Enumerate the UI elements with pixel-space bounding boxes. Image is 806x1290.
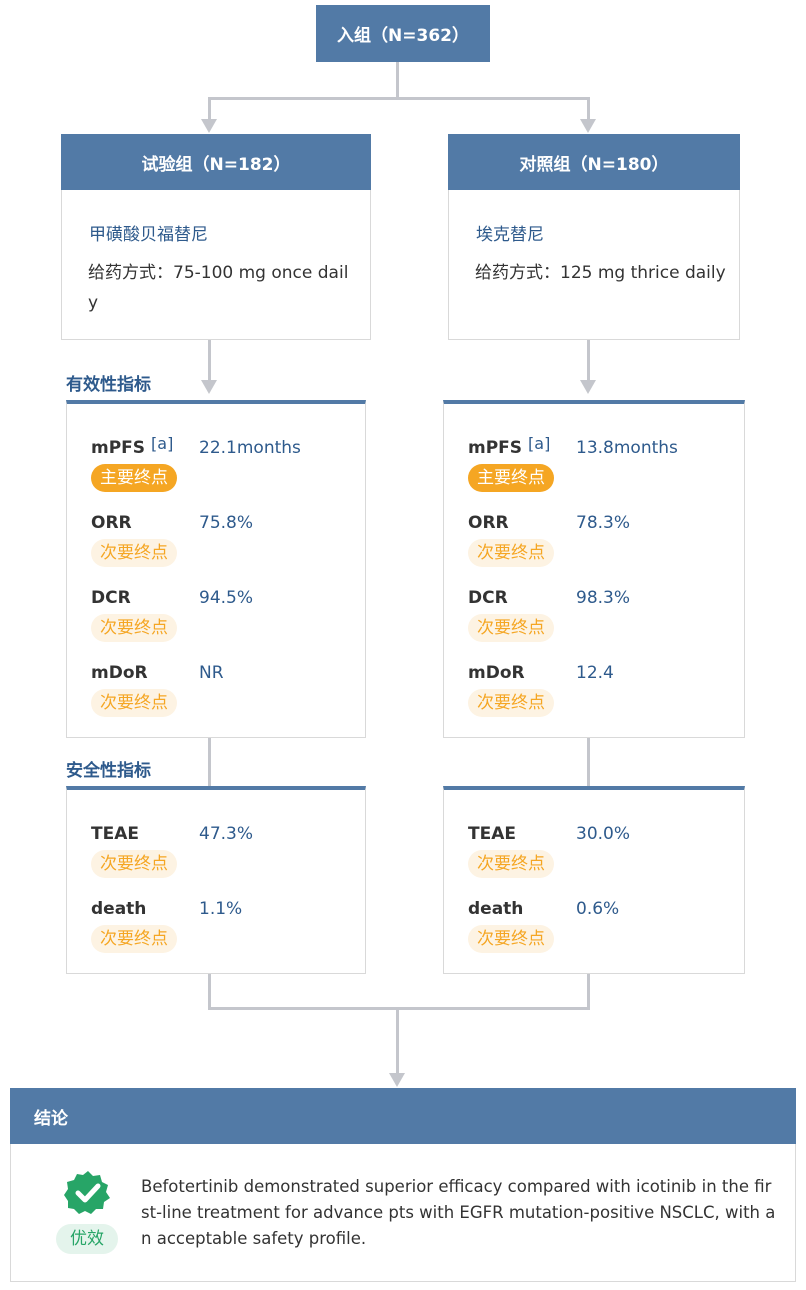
metric-value: 1.1%: [199, 899, 243, 919]
secondary-endpoint-badge: 次要终点: [468, 614, 554, 642]
metric-value: 13.8months: [576, 438, 678, 458]
metric-name: death: [91, 899, 147, 919]
verdict-badge: 优效: [56, 1224, 118, 1254]
metric-name: DCR: [468, 588, 508, 608]
connector: [396, 62, 399, 98]
footnote-marker: [a]: [151, 434, 174, 453]
secondary-endpoint-badge: 次要终点: [468, 539, 554, 567]
secondary-endpoint-badge: 次要终点: [91, 689, 177, 717]
metric-row: mDoR NR 次要终点: [91, 663, 371, 723]
safety-card-experimental: TEAE 47.3% 次要终点 death 1.1% 次要终点: [66, 786, 366, 974]
enrollment-label: 入组（N=362）: [337, 26, 469, 46]
metric-row: DCR 94.5% 次要终点: [91, 588, 371, 648]
enrollment-box: 入组（N=362）: [316, 5, 490, 62]
arrow-down-icon: [201, 119, 217, 133]
metric-name: death: [468, 899, 524, 919]
efficacy-card-control: mPFS [a] 13.8months 主要终点 ORR 78.3% 次要终点 D…: [443, 400, 745, 738]
metric-row: TEAE 47.3% 次要终点: [91, 824, 371, 884]
connector: [396, 1007, 399, 1073]
secondary-endpoint-badge: 次要终点: [468, 689, 554, 717]
metric-name: mDoR: [91, 663, 148, 683]
arm-title: 对照组（N=180）: [519, 155, 669, 175]
metric-row: death 0.6% 次要终点: [468, 899, 748, 959]
connector: [208, 1007, 590, 1010]
connector: [208, 97, 211, 119]
drug-name: 甲磺酸贝福替尼: [89, 225, 208, 245]
metric-value: 94.5%: [199, 588, 254, 608]
metric-row: mPFS [a] 13.8months 主要终点: [468, 434, 748, 498]
footnote-marker: [a]: [528, 434, 551, 453]
metric-name: TEAE: [468, 824, 516, 844]
metric-name: TEAE: [91, 824, 139, 844]
arm-details-control: 埃克替尼 给药方式：125 mg thrice daily: [448, 190, 740, 340]
metric-row: ORR 75.8% 次要终点: [91, 513, 371, 573]
drug-name: 埃克替尼: [476, 225, 544, 245]
efficacy-card-experimental: mPFS [a] 22.1months 主要终点 ORR 75.8% 次要终点 D…: [66, 400, 366, 738]
arrow-down-icon: [580, 119, 596, 133]
connector: [208, 738, 211, 786]
metric-name: mPFS [a]: [468, 434, 551, 458]
metric-name: mPFS [a]: [91, 434, 174, 458]
metric-row: mDoR 12.4 次要终点: [468, 663, 748, 723]
metric-row: ORR 78.3% 次要终点: [468, 513, 748, 573]
metric-value: 0.6%: [576, 899, 620, 919]
primary-endpoint-badge: 主要终点: [468, 464, 554, 492]
secondary-endpoint-badge: 次要终点: [91, 539, 177, 567]
connector: [587, 974, 590, 1010]
secondary-endpoint-badge: 次要终点: [91, 925, 177, 953]
metric-value: NR: [199, 663, 224, 683]
metric-value: 22.1months: [199, 438, 301, 458]
arm-header-control: 对照组（N=180）: [448, 134, 740, 191]
metric-value: 30.0%: [576, 824, 631, 844]
connector: [208, 974, 211, 1010]
arrow-down-icon: [389, 1073, 405, 1087]
safety-card-control: TEAE 30.0% 次要终点 death 0.6% 次要终点: [443, 786, 745, 974]
secondary-endpoint-badge: 次要终点: [91, 614, 177, 642]
safety-section-title: 安全性指标: [66, 761, 151, 781]
conclusion-body: 优效 Befotertinib demonstrated superior ef…: [10, 1144, 796, 1282]
arm-title: 试验组（N=182）: [141, 155, 291, 175]
conclusion-header: 结论: [10, 1088, 796, 1145]
metric-name: DCR: [91, 588, 131, 608]
verified-badge-icon: [64, 1171, 110, 1214]
connector: [208, 340, 211, 380]
arrow-down-icon: [201, 380, 217, 394]
metric-value: 75.8%: [199, 513, 254, 533]
metric-value: 78.3%: [576, 513, 631, 533]
secondary-endpoint-badge: 次要终点: [468, 925, 554, 953]
dosing-regimen: 给药方式：125 mg thrice daily: [475, 263, 726, 283]
arrow-down-icon: [580, 380, 596, 394]
metric-name: ORR: [468, 513, 509, 533]
metric-row: mPFS [a] 22.1months 主要终点: [91, 434, 371, 498]
metric-value: 47.3%: [199, 824, 254, 844]
connector: [208, 97, 590, 100]
connector: [587, 738, 590, 786]
connector: [587, 97, 590, 119]
arm-header-experimental: 试验组（N=182）: [61, 134, 371, 191]
metric-name: ORR: [91, 513, 132, 533]
metric-row: death 1.1% 次要终点: [91, 899, 371, 959]
arm-details-experimental: 甲磺酸贝福替尼 给药方式：75-100 mg once daily: [61, 190, 371, 340]
conclusion-title: 结论: [34, 1109, 68, 1129]
connector: [587, 340, 590, 380]
metric-value: 12.4: [576, 663, 614, 683]
efficacy-section-title: 有效性指标: [66, 375, 151, 395]
metric-row: DCR 98.3% 次要终点: [468, 588, 748, 648]
dosing-regimen: 给药方式：75-100 mg once daily: [88, 263, 349, 313]
secondary-endpoint-badge: 次要终点: [468, 850, 554, 878]
metric-row: TEAE 30.0% 次要终点: [468, 824, 748, 884]
primary-endpoint-badge: 主要终点: [91, 464, 177, 492]
metric-value: 98.3%: [576, 588, 631, 608]
secondary-endpoint-badge: 次要终点: [91, 850, 177, 878]
metric-name: mDoR: [468, 663, 525, 683]
conclusion-text: Befotertinib demonstrated superior effic…: [141, 1177, 776, 1248]
